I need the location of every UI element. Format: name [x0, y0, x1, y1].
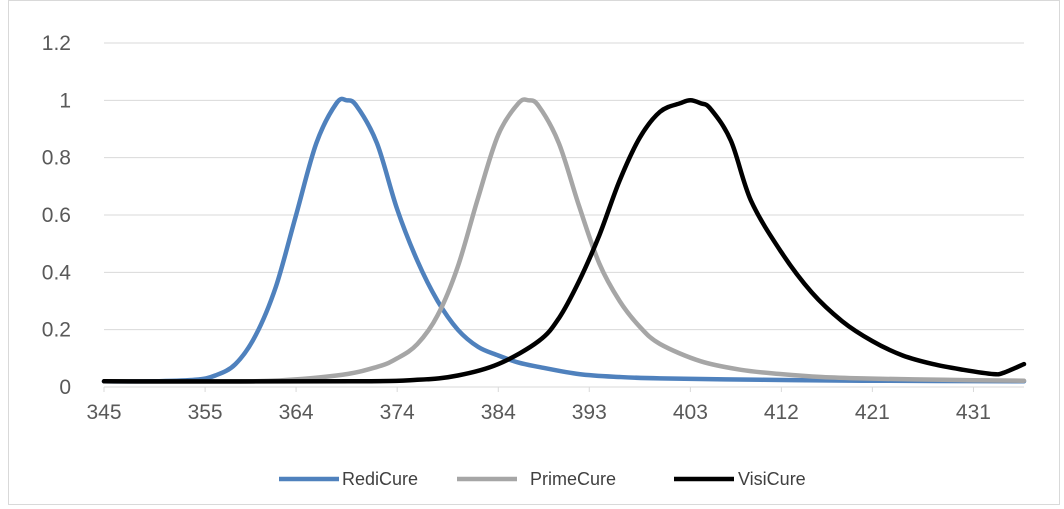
line-chart: 0 0.2 0.4 0.6 0.8 1 1.2 345 355 364 374 384 393 403 41… — [42, 32, 1027, 489]
y-tick-label: 1.2 — [42, 32, 71, 55]
y-tick-label: 0.6 — [42, 204, 71, 227]
x-tick-label: 431 — [956, 401, 991, 424]
y-tick-label: 0.8 — [42, 147, 71, 170]
series-line-visicure — [101, 98, 1027, 384]
legend-label-visicure: VisiCure — [738, 469, 806, 489]
x-tick-label: 355 — [188, 401, 223, 424]
legend: RediCure PrimeCure VisiCure — [279, 469, 806, 489]
y-tick-label: 0.2 — [42, 319, 71, 342]
x-tick-label: 412 — [764, 401, 799, 424]
series-lines — [101, 96, 1027, 384]
x-tick-label: 421 — [855, 401, 890, 424]
chart-frame: 0 0.2 0.4 0.6 0.8 1 1.2 345 355 364 374 384 393 403 41… — [8, 0, 1060, 505]
x-tick-label: 374 — [380, 401, 415, 424]
x-tick-label: 384 — [481, 401, 516, 424]
x-tick-label: 345 — [86, 401, 121, 424]
y-tick-label: 1 — [59, 89, 71, 112]
series-line-redicure — [101, 96, 1027, 384]
gridlines — [104, 42, 1024, 331]
x-tick-label: 403 — [673, 401, 708, 424]
x-tick-label: 364 — [279, 401, 314, 424]
legend-label-redicure: RediCure — [342, 469, 418, 489]
axes: 0 0.2 0.4 0.6 0.8 1 1.2 345 355 364 374 384 393 403 41… — [42, 32, 1024, 424]
y-tick-label: 0 — [59, 376, 71, 399]
x-tick-label: 393 — [572, 401, 607, 424]
y-tick-label: 0.4 — [42, 261, 72, 284]
legend-label-primecure: PrimeCure — [530, 469, 616, 489]
series-line-primecure — [101, 97, 1027, 384]
